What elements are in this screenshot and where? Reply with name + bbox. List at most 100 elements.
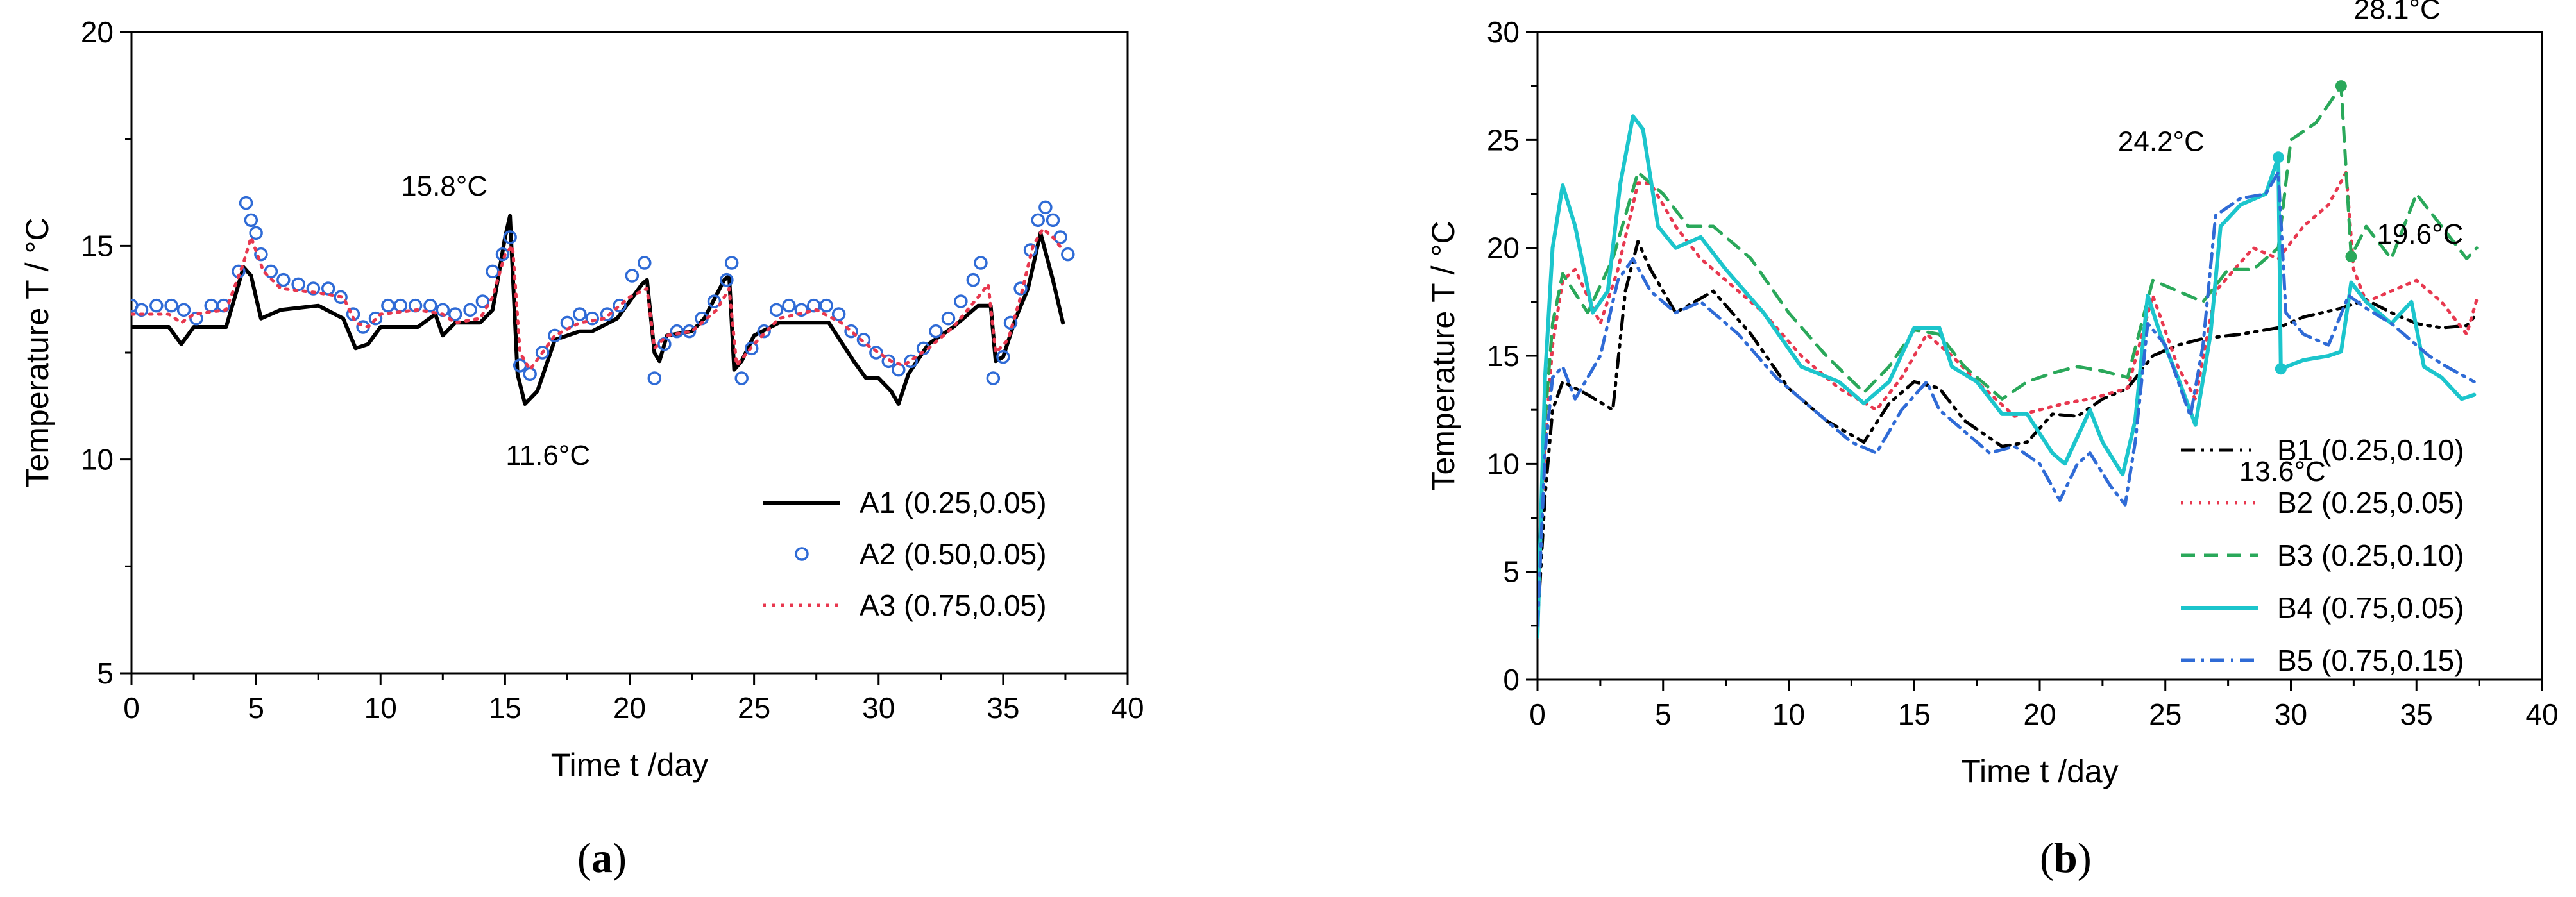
data-point — [1013, 281, 1028, 296]
data-point — [463, 303, 477, 317]
data-point — [573, 307, 587, 321]
data-point — [381, 298, 395, 313]
data-point — [176, 303, 191, 317]
data-point — [475, 294, 490, 308]
series-line — [131, 227, 1065, 372]
data-point — [276, 272, 291, 287]
x-tick-label: 30 — [2275, 698, 2307, 731]
data-point — [423, 298, 437, 313]
data-point — [495, 247, 510, 262]
data-point — [769, 303, 784, 317]
data-point — [904, 354, 918, 369]
data-point — [892, 362, 906, 377]
data-point — [1053, 230, 1067, 244]
series-line — [1538, 171, 2476, 628]
legend-label: B5 (0.75,0.15) — [2277, 644, 2464, 677]
data-point — [682, 324, 697, 339]
data-point — [744, 341, 759, 356]
data-point — [548, 328, 562, 343]
x-tick-label: 20 — [2023, 698, 2056, 731]
data-point — [986, 371, 1001, 385]
series-line — [1538, 84, 2479, 606]
x-axis-label: Time t /day — [551, 747, 708, 783]
figure-caption: (a) — [577, 835, 627, 882]
data-point — [368, 311, 383, 326]
annotation-marker — [2345, 251, 2357, 263]
figure-caption: (b) — [2040, 835, 2092, 882]
data-point — [306, 281, 321, 296]
series-line — [131, 214, 1065, 406]
legend-label: A1 (0.25,0.05) — [860, 486, 1047, 519]
y-tick-label: 10 — [81, 443, 114, 476]
data-point — [929, 324, 943, 339]
data-point — [954, 294, 968, 308]
series-3 — [131, 227, 1065, 372]
series-2 — [131, 196, 1075, 385]
series-5 — [1538, 171, 2476, 628]
x-tick-label: 10 — [364, 691, 397, 725]
plot-frame — [130, 31, 1129, 675]
annotation-label: 11.6°C — [505, 440, 590, 471]
y-tick-label: 0 — [1503, 663, 1520, 696]
y-tick-label: 15 — [81, 229, 114, 262]
data-point — [734, 371, 749, 385]
y-tick-label: 15 — [1487, 339, 1520, 373]
series-4 — [1538, 114, 2477, 639]
data-point — [1038, 200, 1053, 215]
data-point — [244, 213, 258, 228]
data-point — [164, 298, 178, 313]
x-tick-label: 25 — [2149, 698, 2182, 731]
data-point — [974, 256, 988, 270]
y-tick-label: 5 — [1503, 555, 1520, 589]
data-point — [189, 311, 203, 326]
y-tick-label: 25 — [1487, 123, 1520, 156]
data-point — [757, 324, 771, 339]
x-axis-label: Time t /day — [1961, 753, 2118, 789]
data-point — [239, 196, 253, 210]
data-point — [585, 311, 600, 326]
x-tick-label: 30 — [862, 691, 895, 725]
legend-label: B4 (0.75,0.05) — [2277, 591, 2464, 625]
legend-marker — [795, 547, 809, 561]
x-tick-label: 35 — [2400, 698, 2433, 731]
legend: B1 (0.25,0.10) B2 (0.25,0.05) B3 (0.25,0.1… — [2181, 433, 2464, 677]
data-point — [486, 264, 500, 279]
data-point — [996, 349, 1010, 364]
x-tick-label: 25 — [738, 691, 770, 725]
data-point — [149, 298, 164, 313]
data-point — [216, 298, 231, 313]
x-tick-label: 40 — [1111, 691, 1144, 725]
annotation-marker — [2272, 151, 2284, 163]
x-tick-label: 15 — [489, 691, 521, 725]
annotation-label: 15.8°C — [401, 171, 487, 202]
series-line — [1538, 240, 2476, 628]
data-point — [1061, 247, 1075, 262]
x-tick-label: 10 — [1772, 698, 1805, 731]
legend-label: B2 (0.25,0.05) — [2277, 486, 2464, 519]
data-point — [966, 272, 981, 287]
y-tick-label: 30 — [1487, 15, 1520, 49]
data-point — [647, 371, 662, 385]
data-point — [393, 298, 408, 313]
data-point — [856, 333, 871, 347]
data-point — [204, 298, 218, 313]
y-axis-label: Temperature T / °C — [19, 217, 55, 487]
data-point — [625, 269, 640, 283]
series-line — [1538, 114, 2477, 639]
data-point — [560, 315, 575, 330]
chart-b: 0 5 10 15 20 25 30 35 40 0 5 10 15 20 25 30 Time t /day T… — [1425, 0, 2559, 882]
y-tick-label: 20 — [81, 15, 114, 49]
annotation-label: 24.2°C — [2118, 126, 2205, 157]
data-point — [638, 256, 652, 270]
x-tick-label: 15 — [1898, 698, 1931, 731]
x-tick-label: 20 — [613, 691, 646, 725]
annotation-marker — [2275, 363, 2287, 375]
series-1 — [131, 214, 1065, 406]
y-tick-label: 10 — [1487, 447, 1520, 480]
data-point — [600, 307, 614, 321]
data-point — [819, 298, 833, 313]
y-tick-label: 20 — [1487, 231, 1520, 265]
data-point — [782, 298, 796, 313]
